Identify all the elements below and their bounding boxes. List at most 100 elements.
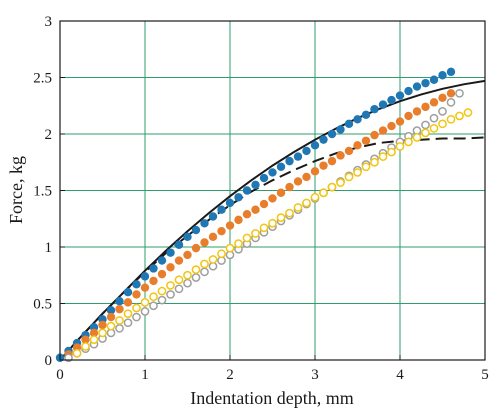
y-tick-label: 1.5 (33, 184, 52, 200)
data-point (293, 203, 303, 212)
data-point (463, 108, 473, 117)
data-point (251, 205, 260, 214)
data-point (174, 240, 184, 249)
data-point (412, 133, 422, 142)
data-point (438, 71, 447, 80)
data-point (200, 219, 209, 228)
data-point (446, 89, 456, 98)
grid-lines (60, 21, 485, 360)
data-point (183, 250, 192, 260)
data-point (242, 210, 252, 219)
data-point (429, 113, 439, 123)
data-point (200, 259, 209, 269)
data-point (81, 342, 90, 351)
data-point (336, 178, 345, 187)
data-point (174, 284, 184, 294)
data-point (251, 180, 260, 190)
data-point (378, 100, 388, 109)
data-point (310, 192, 320, 202)
data-point (327, 129, 337, 139)
y-tick-label: 2.5 (33, 71, 52, 87)
data-point (361, 162, 371, 172)
data-point (81, 335, 90, 344)
data-point (319, 135, 328, 144)
data-point (157, 295, 167, 305)
data-point (438, 93, 447, 103)
data-point (149, 276, 158, 286)
data-point (276, 188, 286, 197)
data-point (353, 115, 362, 124)
data-point (276, 213, 286, 222)
data-point (217, 205, 226, 214)
dashed-model-curve (59, 136, 486, 361)
x-tick-label: 0 (56, 367, 64, 383)
data-point (89, 328, 99, 338)
data-point (115, 297, 124, 306)
data-point (421, 78, 430, 88)
data-point (72, 348, 82, 358)
data-point (361, 110, 371, 119)
data-point (225, 198, 235, 208)
model-curves (59, 79, 486, 361)
data-point (327, 156, 337, 166)
data-point (132, 290, 141, 299)
data-point (183, 278, 192, 288)
x-axis-title: Indentation depth, mm (190, 388, 353, 408)
data-point (259, 199, 269, 209)
x-tick-label: 3 (311, 367, 319, 383)
data-point (438, 119, 447, 129)
data-point (123, 298, 133, 307)
data-point (412, 82, 422, 91)
data-point (183, 270, 192, 280)
data-point (234, 193, 243, 202)
data-point (370, 130, 379, 140)
data-point (404, 137, 413, 147)
data-point (302, 198, 311, 208)
data-point (412, 107, 422, 116)
data-point (395, 142, 405, 151)
data-point (98, 328, 107, 338)
data-points (55, 67, 473, 363)
data-point (242, 186, 252, 195)
data-point (200, 267, 209, 277)
x-tick-label: 4 (396, 367, 404, 383)
data-point (217, 226, 226, 236)
data-point (421, 102, 430, 112)
data-point (191, 273, 201, 282)
y-tick-label: 2 (45, 127, 53, 143)
data-point (395, 117, 405, 126)
data-point (446, 98, 456, 107)
data-point (344, 119, 354, 129)
data-point (327, 182, 337, 192)
data-point (438, 107, 447, 116)
data-point (166, 281, 175, 290)
data-point (446, 67, 456, 77)
data-point (106, 306, 116, 315)
data-point (302, 146, 311, 156)
data-point (344, 146, 354, 156)
data-point (285, 156, 294, 166)
data-point (115, 316, 124, 325)
data-point (370, 104, 379, 114)
data-point (242, 233, 252, 243)
data-point (123, 288, 133, 297)
data-point (166, 263, 175, 272)
data-point (217, 249, 226, 259)
data-point (157, 256, 167, 265)
data-point (268, 218, 277, 228)
data-point (310, 167, 320, 176)
y-tick-label: 0 (45, 353, 53, 369)
data-point (234, 239, 243, 248)
data-point (421, 128, 430, 138)
data-point (191, 243, 201, 253)
data-point (174, 256, 184, 265)
data-point (174, 275, 184, 285)
data-point (166, 290, 175, 299)
data-point (378, 152, 388, 161)
data-point (387, 121, 396, 131)
data-point (183, 232, 192, 242)
data-point (251, 229, 260, 238)
data-point (387, 147, 396, 157)
data-point (370, 157, 379, 167)
